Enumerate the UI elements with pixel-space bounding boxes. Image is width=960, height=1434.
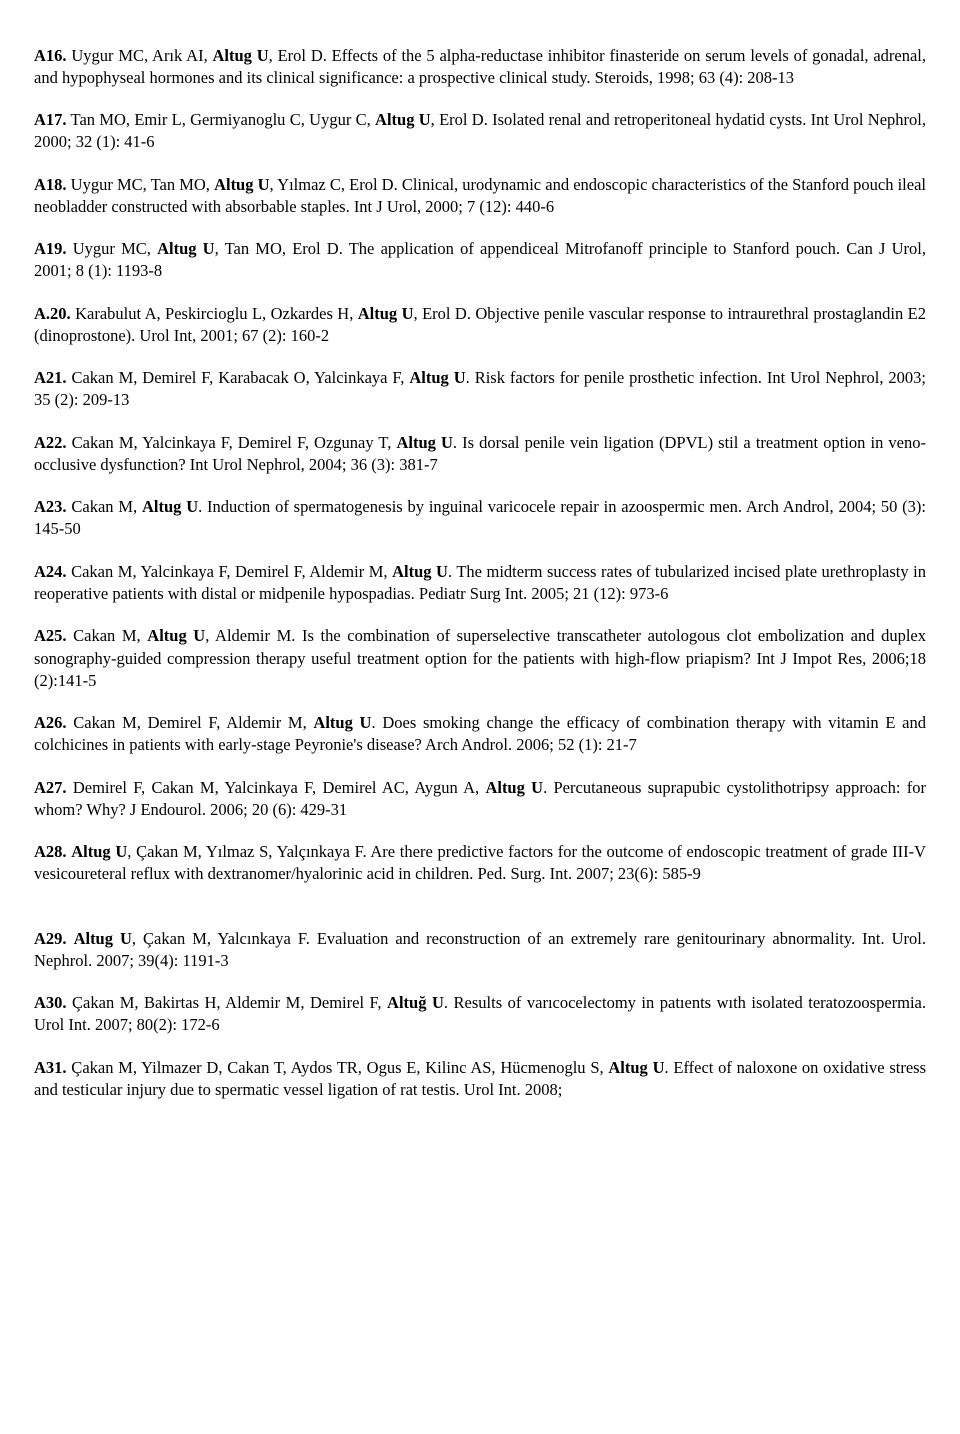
entry-prefix-text: Karabulut A, Peskircioglu L, Ozkardes H,	[71, 304, 358, 323]
entry-label: A24.	[34, 562, 67, 581]
entry-prefix-text: Tan MO, Emir L, Germiyanoglu C, Uygur C,	[67, 110, 375, 129]
entry-suffix-text: , Çakan M, Yılmaz S, Yalçınkaya F. Are t…	[34, 842, 926, 883]
entry-author-bold: Altug U	[485, 778, 543, 797]
entry-author-bold: Altug U	[213, 46, 269, 65]
entry-label: A22.	[34, 433, 67, 452]
entry-author-bold: Altuğ U	[387, 993, 444, 1012]
reference-entry: A26. Cakan M, Demirel F, Aldemir M, Altu…	[34, 712, 926, 757]
reference-entry: A16. Uygur MC, Arık AI, Altug U, Erol D.…	[34, 45, 926, 90]
entry-prefix-text: Uygur MC,	[67, 239, 158, 258]
entry-label: A18.	[34, 175, 67, 194]
entry-author-bold: Altug U	[157, 239, 215, 258]
entry-label: A25.	[34, 626, 67, 645]
entry-label: A19.	[34, 239, 67, 258]
reference-entry: A.20. Karabulut A, Peskircioglu L, Ozkar…	[34, 303, 926, 348]
entry-label: A29.	[34, 929, 67, 948]
entry-author-bold: Altug U	[392, 562, 448, 581]
reference-entry: A18. Uygur MC, Tan MO, Altug U, Yılmaz C…	[34, 174, 926, 219]
reference-entry: A19. Uygur MC, Altug U, Tan MO, Erol D. …	[34, 238, 926, 283]
entry-label: A.20.	[34, 304, 71, 323]
entry-label: A27.	[34, 778, 67, 797]
entry-author-bold: Altug U	[396, 433, 452, 452]
entry-author-bold: Altug U	[409, 368, 465, 387]
entry-author-bold: Altug U	[375, 110, 431, 129]
entry-label: A21.	[34, 368, 67, 387]
entry-prefix-text: Demirel F, Cakan M, Yalcinkaya F, Demire…	[67, 778, 486, 797]
reference-entry: A27. Demirel F, Cakan M, Yalcinkaya F, D…	[34, 777, 926, 822]
reference-entry: A17. Tan MO, Emir L, Germiyanoglu C, Uyg…	[34, 109, 926, 154]
entry-label: A16.	[34, 46, 67, 65]
entry-author-bold: Altug U	[313, 713, 371, 732]
entry-prefix-text: Cakan M, Yalcinkaya F, Demirel F, Aldemi…	[67, 562, 393, 581]
entry-author-bold: Altug U	[358, 304, 414, 323]
entry-suffix-text: , Çakan M, Yalcınkaya F. Evaluation and …	[34, 929, 926, 970]
entry-label: A26.	[34, 713, 67, 732]
reference-entry: A30. Çakan M, Bakirtas H, Aldemir M, Dem…	[34, 992, 926, 1037]
entry-author-bold: Altug U	[608, 1058, 664, 1077]
reference-entry: A24. Cakan M, Yalcinkaya F, Demirel F, A…	[34, 561, 926, 606]
entry-prefix-text: Çakan M, Bakirtas H, Aldemir M, Demirel …	[67, 993, 387, 1012]
entry-label: A31.	[34, 1058, 67, 1077]
entry-label: A23.	[34, 497, 67, 516]
entry-prefix-text: Cakan M,	[67, 626, 148, 645]
entry-author-bold: Altug U	[74, 929, 132, 948]
entry-prefix-text: Uygur MC, Arık AI,	[67, 46, 213, 65]
reference-entry: A25. Cakan M, Altug U, Aldemir M. Is the…	[34, 625, 926, 692]
entry-prefix-text: Cakan M, Yalcinkaya F, Demirel F, Ozguna…	[67, 433, 397, 452]
entry-prefix-text: Cakan M, Demirel F, Aldemir M,	[67, 713, 314, 732]
reference-entry: A22. Cakan M, Yalcinkaya F, Demirel F, O…	[34, 432, 926, 477]
reference-entry: A29. Altug U, Çakan M, Yalcınkaya F. Eva…	[34, 928, 926, 973]
reference-entry: A28. Altug U, Çakan M, Yılmaz S, Yalçınk…	[34, 841, 926, 886]
reference-entry: A21. Cakan M, Demirel F, Karabacak O, Ya…	[34, 367, 926, 412]
reference-entry: A31. Çakan M, Yilmazer D, Cakan T, Aydos…	[34, 1057, 926, 1102]
entry-prefix-text: Uygur MC, Tan MO,	[67, 175, 215, 194]
reference-entry: A23. Cakan M, Altug U. Induction of sper…	[34, 496, 926, 541]
entry-author-bold: Altug U	[142, 497, 198, 516]
entry-label: A30.	[34, 993, 67, 1012]
entry-prefix-text: Cakan M,	[67, 497, 142, 516]
entry-prefix-text: Cakan M, Demirel F, Karabacak O, Yalcink…	[67, 368, 410, 387]
entry-author-bold: Altug U	[71, 842, 127, 861]
entry-label: A17.	[34, 110, 67, 129]
entry-prefix-text: Çakan M, Yilmazer D, Cakan T, Aydos TR, …	[67, 1058, 609, 1077]
entry-author-bold: Altug U	[147, 626, 205, 645]
entry-label: A28.	[34, 842, 67, 861]
entry-author-bold: Altug U	[214, 175, 269, 194]
entry-prefix-text	[67, 929, 74, 948]
